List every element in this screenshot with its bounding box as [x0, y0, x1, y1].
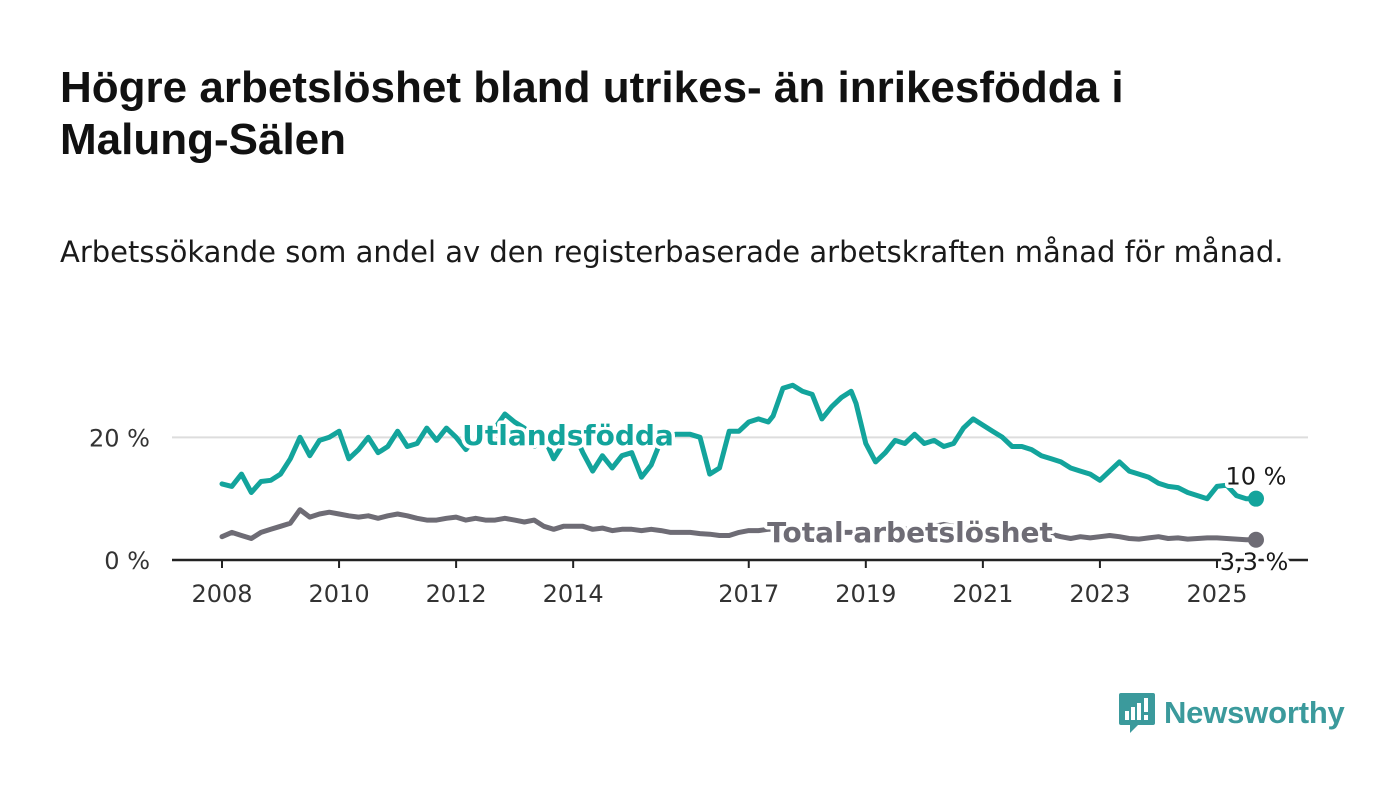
- series-label-total: Total arbetslöshet: [767, 516, 1053, 549]
- x-tick-label: 2010: [309, 580, 370, 608]
- y-tick-label: 20 %: [89, 424, 150, 452]
- series-line-total: [219, 507, 1259, 543]
- end-point-utlandsfodda: [1248, 490, 1264, 507]
- x-tick-label: 2012: [426, 580, 487, 608]
- chart-subtitle: Arbetssökande som andel av den registerb…: [60, 235, 1284, 269]
- series-label-utlandsfodda: Utlandsfödda: [462, 419, 674, 452]
- end-label-total: 3,3 %: [1220, 548, 1289, 576]
- x-tick-label: 2019: [835, 580, 896, 608]
- axis-layer: 0 % 20 % 2008 2010 2012 2014 2017 2019 2021 2023 2…: [89, 424, 1308, 608]
- x-tick-label: 2025: [1186, 580, 1247, 608]
- end-label-utlandsfodda: 10 %: [1226, 463, 1287, 491]
- bar-chart-speech-bubble-icon: [1119, 693, 1155, 733]
- x-tick-label: 2008: [191, 580, 252, 608]
- x-tick-label: 2021: [952, 580, 1013, 608]
- brand-name: Newsworthy: [1164, 695, 1345, 730]
- newsworthy-logo: Newsworthy: [1118, 688, 1345, 738]
- series-layer: [219, 382, 1264, 548]
- label-layer: Utlandsfödda Total arbetslöshet 10 % 3,3 %: [459, 416, 1292, 580]
- x-tick-label: 2017: [718, 580, 779, 608]
- series-line-utlandsfodda: [219, 382, 1259, 502]
- x-tick-label: 2014: [543, 580, 604, 608]
- end-point-total: [1248, 531, 1264, 548]
- chart-title: Högre arbetslöshet bland utrikes- än inr…: [60, 63, 1124, 164]
- x-tick-label: 2023: [1069, 580, 1130, 608]
- y-tick-label: 0 %: [104, 547, 150, 575]
